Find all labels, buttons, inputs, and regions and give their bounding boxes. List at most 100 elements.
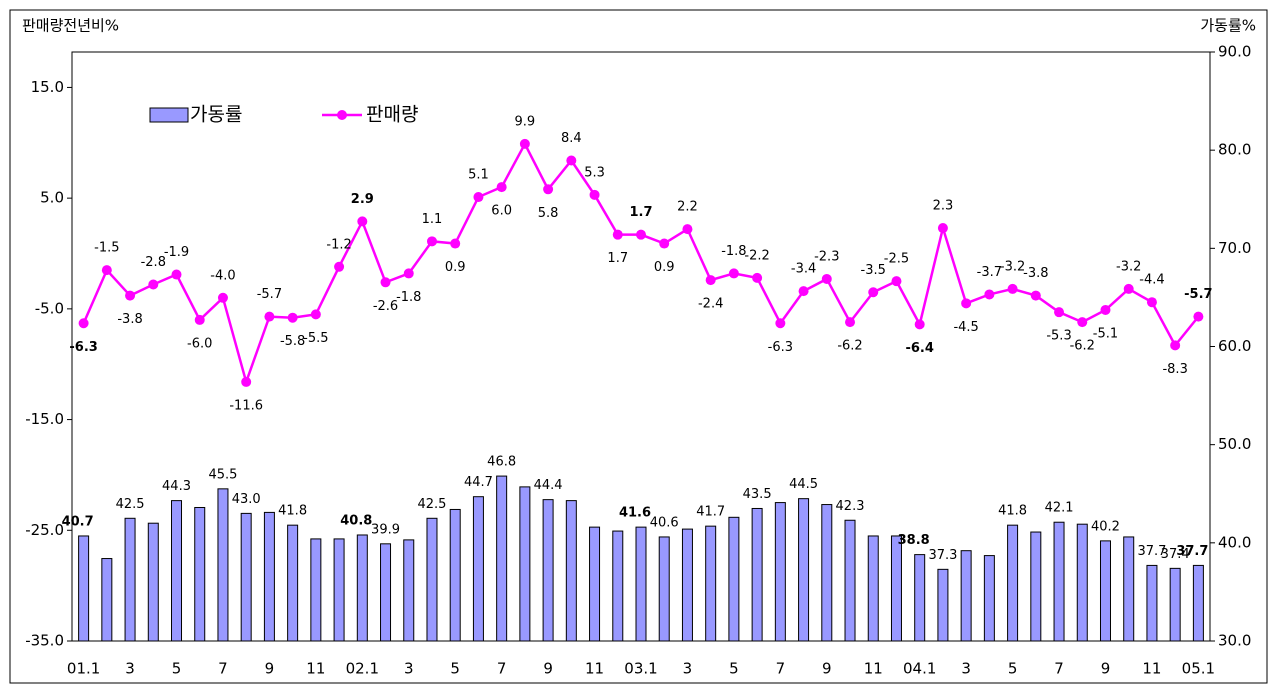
bar-value-label: 42.1 xyxy=(1045,501,1074,516)
line-value-label: -1.9 xyxy=(164,245,189,260)
x-tick-label: 3 xyxy=(683,660,693,678)
line-marker xyxy=(1100,304,1111,315)
bar xyxy=(1030,531,1042,642)
x-tick-label: 05.1 xyxy=(1182,660,1215,678)
bar xyxy=(1169,567,1181,642)
x-tick-label: 03.1 xyxy=(624,660,657,678)
legend-swatch xyxy=(337,110,347,120)
bar-value-label: 37.3 xyxy=(928,548,957,563)
line-marker xyxy=(148,279,159,290)
line-marker xyxy=(496,182,507,193)
bar xyxy=(380,543,392,642)
bar-value-label: 44.4 xyxy=(534,478,563,493)
line-value-label: -3.5 xyxy=(861,263,886,278)
line-value-label: -3.2 xyxy=(1000,259,1025,274)
x-tick-label: 02.1 xyxy=(346,660,379,678)
bar xyxy=(890,535,902,642)
line-marker xyxy=(194,314,205,325)
bar xyxy=(658,536,670,642)
line-value-label: -4.4 xyxy=(1139,273,1164,288)
bar-value-label: 40.6 xyxy=(650,515,679,530)
bar xyxy=(1053,521,1065,642)
line-marker xyxy=(426,236,437,247)
line-value-label: 6.0 xyxy=(491,204,512,219)
legend-label: 가동률 xyxy=(190,104,242,126)
line-marker xyxy=(566,155,577,166)
line-value-label: -2.3 xyxy=(814,249,839,264)
bar xyxy=(217,488,229,642)
line-value-label: -6.0 xyxy=(187,336,212,351)
x-tick-label: 5 xyxy=(172,660,182,678)
bar xyxy=(356,534,368,642)
line-value-label: -6.4 xyxy=(905,341,933,356)
bar xyxy=(101,558,113,642)
x-tick-label: 9 xyxy=(822,660,832,678)
line-value-label: -5.8 xyxy=(280,334,305,349)
y2-tick-label: 60.0 xyxy=(1218,337,1251,355)
line-value-label: -6.2 xyxy=(837,339,862,354)
bar-value-label: 43.5 xyxy=(743,487,772,502)
line-marker xyxy=(937,223,948,234)
bar-value-label: 46.8 xyxy=(487,455,516,470)
y2-tick-label: 30.0 xyxy=(1218,632,1251,650)
y2-axis-label: 가동률% xyxy=(1200,17,1256,35)
y2-tick-label: 80.0 xyxy=(1218,141,1251,159)
bar-value-label: 41.8 xyxy=(278,504,307,519)
line-marker xyxy=(1054,307,1065,318)
x-tick-label: 7 xyxy=(497,660,507,678)
line-value-label: -6.3 xyxy=(69,340,97,355)
y-tick-label: 5.0 xyxy=(40,189,64,207)
line-value-label: 1.1 xyxy=(422,212,443,227)
line-value-label: 0.9 xyxy=(445,260,466,275)
line-marker xyxy=(380,277,391,288)
bar-value-label: 37.7 xyxy=(1176,544,1208,559)
bar xyxy=(171,500,183,642)
bar xyxy=(681,528,693,642)
line-marker xyxy=(984,289,995,300)
line-value-label: -3.8 xyxy=(117,312,142,327)
line-value-label: -2.5 xyxy=(884,252,909,267)
bar xyxy=(844,519,856,642)
x-tick-label: 04.1 xyxy=(903,660,936,678)
y-tick-label: -15.0 xyxy=(25,410,64,428)
line-marker xyxy=(705,275,716,286)
bar xyxy=(751,507,763,642)
bar-value-label: 43.0 xyxy=(232,492,261,507)
line-marker xyxy=(287,312,298,323)
x-tick-label: 3 xyxy=(961,660,971,678)
y-tick-label: -35.0 xyxy=(25,632,64,650)
x-tick-label: 11 xyxy=(1142,660,1161,678)
bar xyxy=(78,535,90,642)
bar xyxy=(240,512,252,642)
line-marker xyxy=(1030,290,1041,301)
bar-value-label: 42.5 xyxy=(418,497,447,512)
bar xyxy=(1076,523,1088,642)
line-value-label: -5.7 xyxy=(257,287,282,302)
line-value-label: 5.1 xyxy=(468,168,489,183)
line-marker xyxy=(612,229,623,240)
line-value-label: 9.9 xyxy=(515,114,536,129)
line-marker xyxy=(1170,340,1181,351)
y-axis-label: 판매량전년비% xyxy=(22,17,119,35)
line-marker xyxy=(636,229,646,240)
line-marker xyxy=(1007,283,1018,294)
line-marker xyxy=(891,276,902,287)
legend-swatch xyxy=(149,107,189,123)
bar-value-label: 38.8 xyxy=(898,533,930,548)
bar xyxy=(1099,540,1111,642)
bar xyxy=(1123,536,1135,642)
bar-value-label: 41.7 xyxy=(696,505,725,520)
line-value-label: -8.3 xyxy=(1162,362,1187,377)
line-marker xyxy=(217,292,228,303)
line-value-label: -1.5 xyxy=(94,241,119,256)
x-tick-label: 7 xyxy=(218,660,228,678)
line-marker xyxy=(1123,283,1134,294)
bar xyxy=(542,499,554,642)
line-value-label: 2.9 xyxy=(351,192,374,207)
line-marker xyxy=(403,268,414,279)
y-tick-label: -25.0 xyxy=(25,521,64,539)
bar-value-label: 41.6 xyxy=(619,506,651,521)
line-value-label: -4.0 xyxy=(210,268,235,283)
bar xyxy=(914,554,926,642)
